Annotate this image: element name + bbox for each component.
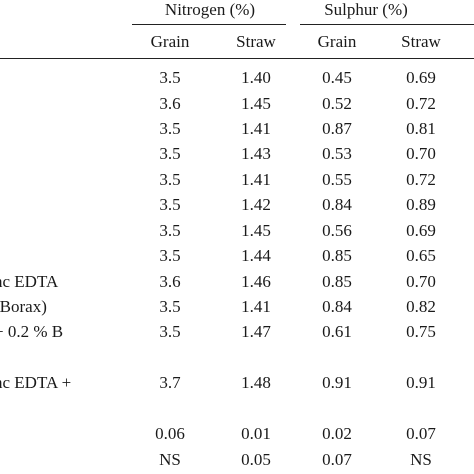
table-cell: 1.42 bbox=[241, 195, 271, 214]
row-label: + 0.2 % B bbox=[0, 322, 64, 341]
table-cell: 1.43 bbox=[241, 144, 271, 163]
subheader-nitrogen-grain: Grain bbox=[150, 32, 190, 51]
table-cell: 1.45 bbox=[241, 221, 271, 240]
table-cell: 3.5 bbox=[159, 170, 181, 189]
subheader-sulphur-grain: Grain bbox=[317, 32, 357, 51]
table-cell: 0.01 bbox=[241, 424, 271, 443]
header-nitrogen: Nitrogen (%) bbox=[164, 0, 256, 19]
table-cell: 0.84 bbox=[322, 195, 352, 214]
table-cell: 3.5 bbox=[159, 297, 181, 316]
header-sulphur: Sulphur (%) bbox=[324, 0, 408, 19]
table-cell: 0.82 bbox=[406, 297, 436, 316]
table-cell: 0.02 bbox=[322, 424, 352, 443]
table-cell: 0.07 bbox=[406, 424, 436, 443]
table-cell: 0.91 bbox=[322, 373, 352, 392]
table-cell: 1.45 bbox=[241, 94, 271, 113]
table-cell: 0.81 bbox=[406, 119, 436, 138]
table-cell: 1.40 bbox=[241, 68, 271, 87]
table-cell: 0.69 bbox=[406, 68, 436, 87]
subheader-sulphur-straw: Straw bbox=[401, 32, 441, 51]
table-cell: 3.5 bbox=[159, 195, 181, 214]
table-cell: 3.5 bbox=[159, 322, 181, 341]
table-cell: 0.89 bbox=[406, 195, 436, 214]
table-cell: 3.5 bbox=[159, 246, 181, 265]
table-cell: 0.45 bbox=[322, 68, 352, 87]
table-cell: 0.07 bbox=[322, 450, 352, 469]
table-cell: 3.5 bbox=[159, 144, 181, 163]
table-cell: 3.5 bbox=[159, 68, 181, 87]
table-cell: 0.52 bbox=[322, 94, 352, 113]
table-cell: 0.72 bbox=[406, 94, 436, 113]
table-cell: 0.85 bbox=[322, 272, 352, 291]
table-cell: NS bbox=[410, 450, 432, 469]
table-cell: 3.7 bbox=[159, 373, 181, 392]
row-label: nc EDTA + bbox=[0, 373, 72, 392]
table-cell: 1.41 bbox=[241, 297, 271, 316]
table-cell: 0.55 bbox=[322, 170, 352, 189]
table-cell: 1.48 bbox=[241, 373, 271, 392]
table-cell: 1.41 bbox=[241, 170, 271, 189]
subheader-nitrogen-straw: Straw bbox=[236, 32, 276, 51]
table-cell: 0.87 bbox=[322, 119, 352, 138]
table-cell: 1.41 bbox=[241, 119, 271, 138]
nitrogen-group-rule bbox=[132, 24, 286, 25]
table-cell: 3.5 bbox=[159, 221, 181, 240]
row-label: nc EDTA bbox=[0, 272, 59, 291]
table-cell: 0.65 bbox=[406, 246, 436, 265]
table-cell: 0.70 bbox=[406, 272, 436, 291]
table-cell: 1.46 bbox=[241, 272, 271, 291]
row-label: (Borax) bbox=[0, 297, 47, 316]
table-cell: 0.06 bbox=[155, 424, 185, 443]
table-cell: 0.85 bbox=[322, 246, 352, 265]
table-cell: 0.61 bbox=[322, 322, 352, 341]
table-cell: 0.70 bbox=[406, 144, 436, 163]
table-cell: 1.44 bbox=[241, 246, 271, 265]
table-cell: 0.05 bbox=[241, 450, 271, 469]
table-cell: 3.5 bbox=[159, 119, 181, 138]
header-rule bbox=[0, 58, 474, 59]
table-cell: 3.6 bbox=[159, 272, 181, 291]
table-cell: 0.53 bbox=[322, 144, 352, 163]
table-cell: 0.56 bbox=[322, 221, 352, 240]
table-cell: 0.91 bbox=[406, 373, 436, 392]
table-cell: 1.47 bbox=[241, 322, 271, 341]
sulphur-group-rule bbox=[300, 24, 474, 25]
table-cell: NS bbox=[159, 450, 181, 469]
table-cell: 0.84 bbox=[322, 297, 352, 316]
table-cell: 0.72 bbox=[406, 170, 436, 189]
table-cell: 0.69 bbox=[406, 221, 436, 240]
table-cell: 0.75 bbox=[406, 322, 436, 341]
table-cell: 3.6 bbox=[159, 94, 181, 113]
